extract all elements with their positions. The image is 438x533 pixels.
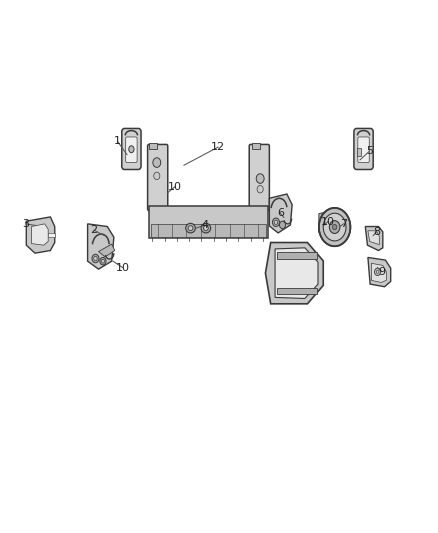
Ellipse shape bbox=[94, 256, 97, 261]
FancyBboxPatch shape bbox=[249, 144, 269, 211]
Ellipse shape bbox=[154, 172, 160, 180]
Polygon shape bbox=[371, 263, 386, 282]
Ellipse shape bbox=[186, 223, 195, 233]
Bar bbox=[277, 252, 317, 259]
Bar bbox=[277, 288, 317, 294]
Text: 10: 10 bbox=[116, 263, 130, 272]
Polygon shape bbox=[269, 194, 292, 233]
Polygon shape bbox=[88, 224, 114, 269]
Text: 10: 10 bbox=[168, 182, 182, 191]
Text: 12: 12 bbox=[211, 142, 225, 152]
Polygon shape bbox=[357, 148, 361, 156]
Text: 6: 6 bbox=[277, 208, 284, 218]
Text: 9: 9 bbox=[378, 267, 385, 277]
Text: 7: 7 bbox=[340, 219, 347, 229]
Polygon shape bbox=[275, 248, 318, 298]
Polygon shape bbox=[265, 243, 323, 304]
Ellipse shape bbox=[153, 158, 161, 167]
Ellipse shape bbox=[319, 208, 350, 246]
Ellipse shape bbox=[129, 146, 134, 152]
Ellipse shape bbox=[329, 221, 340, 233]
Bar bbox=[151, 224, 266, 237]
Ellipse shape bbox=[256, 174, 264, 183]
Ellipse shape bbox=[323, 213, 346, 241]
Polygon shape bbox=[368, 257, 391, 287]
FancyBboxPatch shape bbox=[358, 137, 369, 163]
Polygon shape bbox=[319, 211, 339, 240]
Ellipse shape bbox=[188, 226, 193, 231]
Ellipse shape bbox=[274, 220, 278, 224]
Ellipse shape bbox=[100, 257, 106, 265]
Ellipse shape bbox=[374, 268, 381, 276]
Text: 2: 2 bbox=[91, 225, 98, 235]
Ellipse shape bbox=[376, 270, 379, 273]
Text: 1: 1 bbox=[114, 136, 121, 146]
FancyBboxPatch shape bbox=[126, 137, 137, 163]
Text: 10: 10 bbox=[321, 217, 335, 227]
Ellipse shape bbox=[201, 223, 211, 233]
Bar bbox=[149, 206, 268, 238]
Ellipse shape bbox=[92, 254, 99, 263]
Text: 8: 8 bbox=[373, 227, 380, 237]
Ellipse shape bbox=[272, 218, 279, 227]
Polygon shape bbox=[32, 224, 48, 245]
Polygon shape bbox=[368, 231, 379, 245]
Ellipse shape bbox=[102, 260, 105, 263]
Ellipse shape bbox=[203, 226, 208, 231]
Ellipse shape bbox=[279, 221, 286, 229]
Text: 4: 4 bbox=[201, 220, 208, 230]
Text: 3: 3 bbox=[22, 219, 29, 229]
Text: 5: 5 bbox=[366, 147, 373, 156]
Bar bbox=[252, 143, 260, 149]
Polygon shape bbox=[99, 244, 115, 257]
Ellipse shape bbox=[332, 224, 337, 230]
Bar bbox=[149, 143, 157, 149]
FancyBboxPatch shape bbox=[122, 128, 141, 169]
Polygon shape bbox=[26, 217, 55, 253]
Polygon shape bbox=[365, 227, 383, 251]
FancyBboxPatch shape bbox=[148, 144, 168, 211]
Polygon shape bbox=[48, 233, 55, 237]
Ellipse shape bbox=[257, 185, 263, 193]
FancyBboxPatch shape bbox=[354, 128, 373, 169]
